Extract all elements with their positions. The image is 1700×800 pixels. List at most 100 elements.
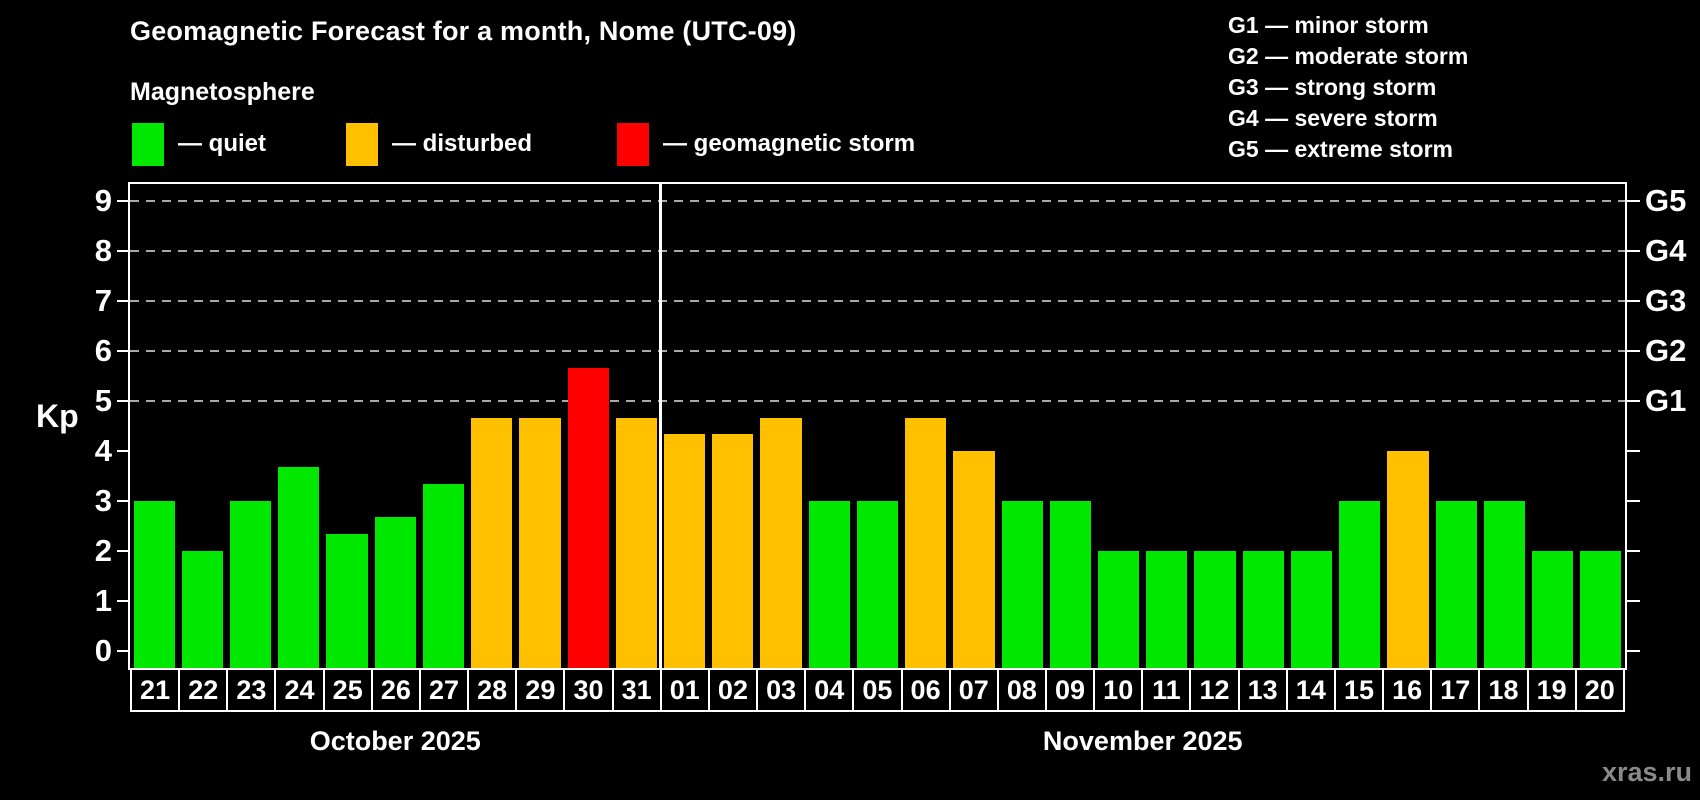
gscale-legend-line-1: G1 — minor storm [1228,12,1429,38]
plot-area [128,182,1627,670]
kp-bar-10 [1098,550,1140,668]
gridline-kp6 [130,350,1625,353]
legend-item-disturbed: — disturbed [346,122,532,166]
date-label-16: 16 [1382,668,1433,712]
kp-bar-05 [856,500,899,668]
date-label-09: 09 [1044,668,1096,712]
left-tick-kp6 [117,350,128,353]
date-axis-row: 21 22 23 24 25 26 27 28 29 30 31 01 02 03 04 05 06 07 08 09… [130,668,1625,712]
date-label-20: 20 [1574,668,1625,712]
date-label-08: 08 [996,668,1047,712]
right-tick-kp1 [1627,599,1640,602]
date-label-25: 25 [322,668,373,712]
kp-bar-04 [808,500,850,668]
watermark: xras.ru [1601,757,1692,787]
page-title: Geomagnetic Forecast for a month, Nome (… [130,16,797,46]
gscale-axis-label-G2: G2 [1645,333,1687,369]
date-label-21: 21 [130,668,181,712]
gscale-axis-label-G1: G1 [1645,383,1687,419]
kp-bar-11 [1146,550,1188,668]
y-tick-label-6: 6 [94,333,112,369]
month-separator-line [658,184,662,668]
right-tick-kp2 [1627,549,1640,552]
y-tick-label-4: 4 [94,432,112,468]
y-tick-label-3: 3 [94,482,112,518]
left-tick-kp1 [117,599,128,602]
gscale-axis-label-G5: G5 [1645,183,1687,219]
date-label-23: 23 [226,668,277,712]
gscale-axis-label-G3: G3 [1645,283,1687,319]
y-tick-label-5: 5 [94,383,112,419]
right-tick-kp7 [1627,300,1640,303]
month-label-november: November 2025 [1042,726,1243,756]
left-tick-kp5 [117,400,128,403]
kp-bar-20 [1580,550,1622,668]
gscale-legend-line-5: G5 — extreme storm [1228,136,1453,162]
date-label-26: 26 [370,668,421,712]
kp-bar-18 [1483,500,1526,668]
kp-bar-14 [1290,550,1333,668]
kp-bar-01 [663,434,706,668]
date-label-31: 31 [611,668,662,712]
kp-bar-13 [1242,550,1284,668]
legend-label-disturbed: — disturbed [392,130,533,157]
right-tick-kp4 [1627,449,1640,452]
right-tick-kp5 [1627,400,1640,403]
date-label-12: 12 [1189,668,1240,712]
date-label-22: 22 [178,668,229,712]
gridline-kp7 [130,300,1625,303]
gridline-kp5 [130,400,1625,403]
date-label-30: 30 [563,668,614,712]
kp-bar-07 [953,450,995,668]
date-label-24: 24 [274,668,325,712]
legend-label-quiet: — quiet [178,130,266,157]
kp-bar-31 [615,417,657,668]
right-tick-kp0 [1627,649,1640,652]
y-axis-label: Kp [36,398,79,434]
legend-item-storm: — geomagnetic storm [617,122,915,166]
quiet-color-swatch [132,122,164,166]
storm-color-swatch [617,122,649,166]
right-tick-kp9 [1627,200,1640,203]
kp-bar-02 [712,434,754,668]
y-tick-label-8: 8 [94,233,112,269]
date-label-01: 01 [659,668,710,712]
date-label-18: 18 [1478,668,1529,712]
kp-bar-29 [519,417,561,668]
right-tick-kp8 [1627,250,1640,253]
right-tick-kp6 [1627,350,1640,353]
y-tick-label-0: 0 [94,632,112,668]
date-label-06: 06 [900,668,951,712]
month-label-october: October 2025 [309,726,481,756]
kp-bar-25 [326,534,368,668]
disturbed-color-swatch [346,122,378,166]
y-tick-label-7: 7 [94,283,112,319]
gridline-kp8 [130,250,1625,253]
date-label-15: 15 [1333,668,1385,712]
kp-bar-24 [278,467,320,668]
date-label-13: 13 [1237,668,1288,712]
date-label-28: 28 [467,668,518,712]
kp-bar-28 [471,417,513,668]
date-label-07: 07 [948,668,999,712]
left-tick-kp7 [117,300,128,303]
date-label-05: 05 [852,668,903,712]
date-label-19: 19 [1526,668,1577,712]
kp-bar-30 [567,367,609,668]
kp-bar-03 [760,417,802,668]
kp-bar-21 [133,500,175,668]
legend-label-storm: — geomagnetic storm [663,130,916,157]
right-tick-kp3 [1627,499,1640,502]
kp-bar-12 [1194,550,1236,668]
kp-bar-15 [1339,500,1381,668]
left-tick-kp3 [117,499,128,502]
kp-bar-08 [1001,500,1043,668]
left-tick-kp8 [117,250,128,253]
gscale-axis-label-G4: G4 [1645,233,1687,269]
kp-bar-23 [229,500,272,668]
date-label-29: 29 [515,668,566,712]
gscale-legend: G1 — minor storm G2 — moderate storm G3 — … [1228,10,1468,165]
gscale-legend-line-2: G2 — moderate storm [1228,43,1469,69]
kp-bar-26 [374,517,416,668]
